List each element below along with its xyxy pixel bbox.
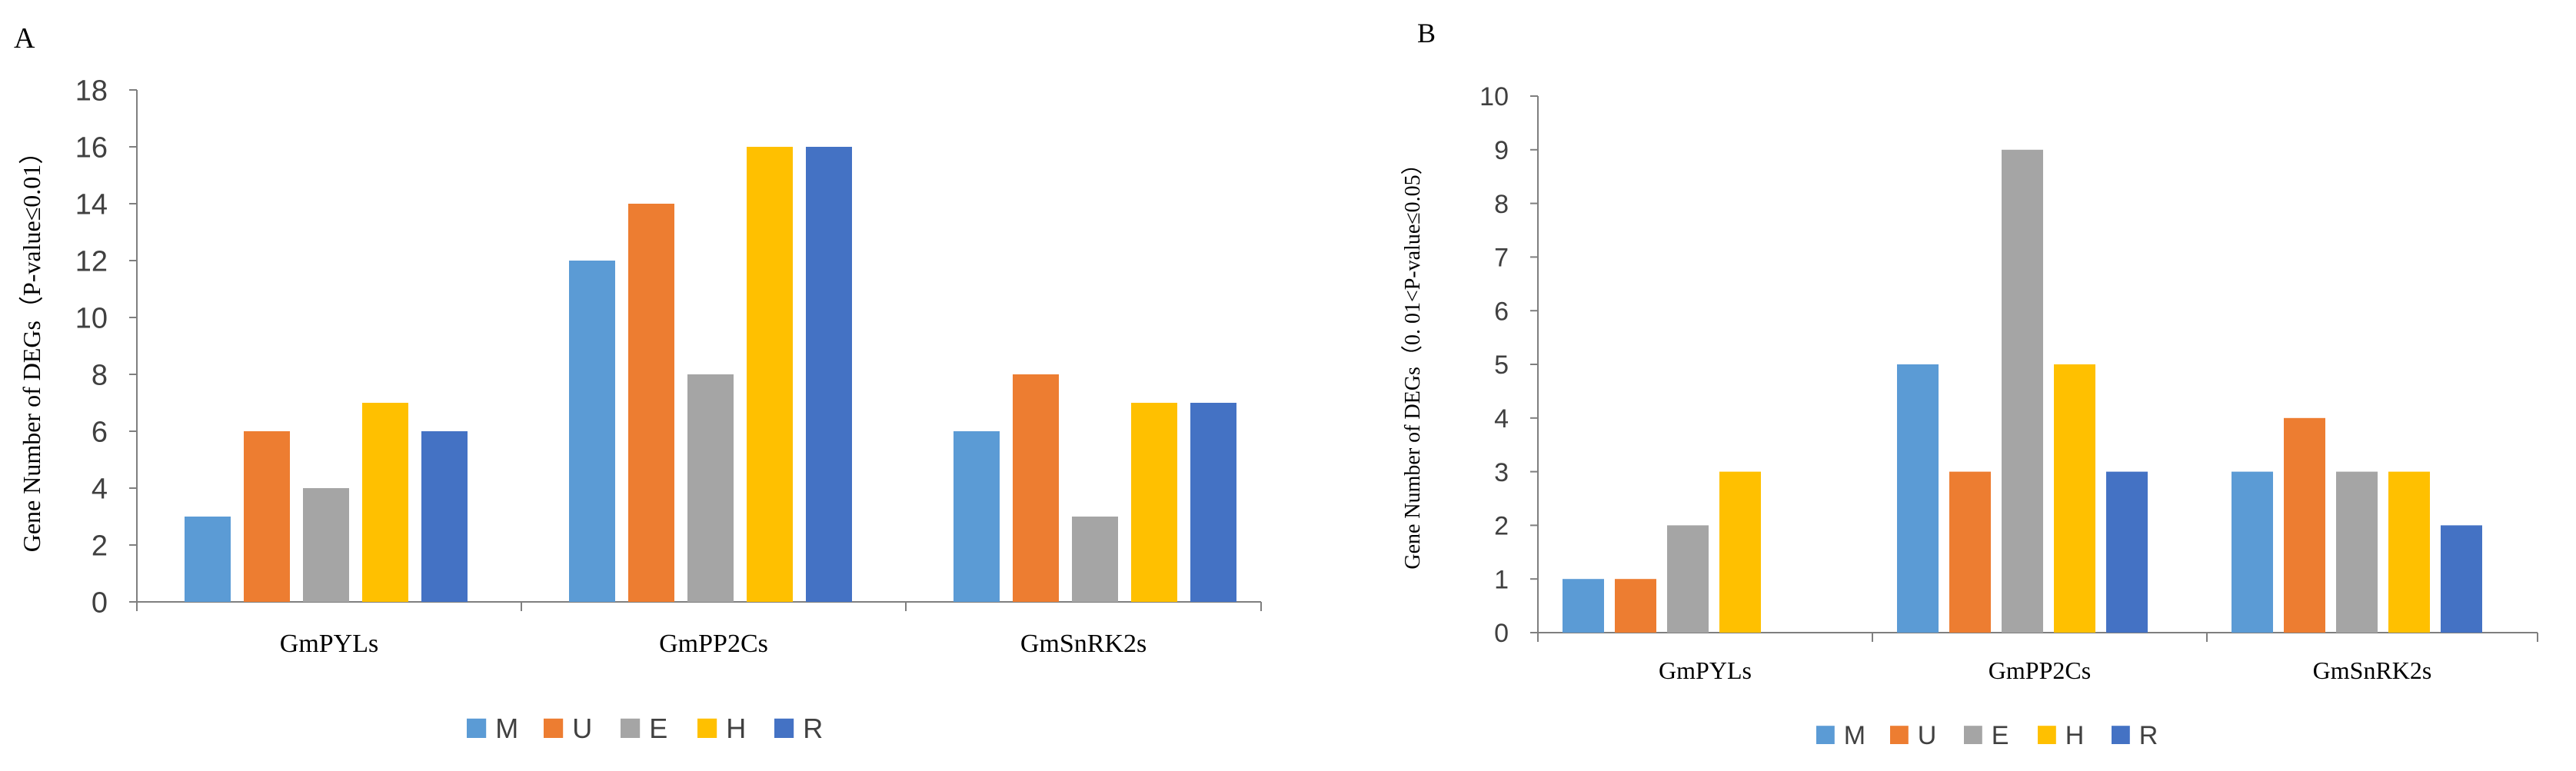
legend-label-R: R (2139, 721, 2158, 750)
legend-label-R: R (803, 713, 823, 744)
y-tick-label: 8 (92, 360, 108, 392)
legend-swatch-R (2112, 726, 2130, 744)
y-tick-label: 0 (1494, 619, 1509, 648)
y-tick-label: 5 (1494, 351, 1509, 380)
category-label: GmSnRK2s (1020, 630, 1147, 658)
legend-label-E: E (1992, 721, 2009, 750)
y-tick-label: 9 (1494, 136, 1509, 165)
y-tick-label: 10 (75, 303, 108, 335)
bar-E-GmSnRK2s (2336, 471, 2378, 633)
y-tick-label: 12 (75, 246, 108, 278)
y-tick-label: 2 (1494, 512, 1509, 541)
y-axis-label: Gene Number of DEGs（0. 01<P-value≤0.05） (1400, 153, 1425, 569)
legend-swatch-E (621, 718, 641, 738)
bar-U-GmPYLs (244, 431, 290, 602)
category-label: GmSnRK2s (2313, 656, 2432, 684)
legend-label-E: E (649, 713, 667, 744)
panel-label: B (1417, 18, 1436, 48)
bar-M-GmPP2Cs (1897, 364, 1939, 633)
chart-panel-a: A 0 2 4 6 8 10 12 14 16 18 GmPYLs GmPP2Cs GmSnRK2s Gen… (14, 22, 1262, 744)
bar-M-GmPYLs (185, 517, 231, 602)
bar-U-GmSnRK2s (1013, 374, 1059, 602)
y-tick-label: 6 (1494, 297, 1509, 326)
bar-H-GmPP2Cs (747, 147, 793, 602)
bar-H-GmPYLs (362, 403, 408, 602)
bar-M-GmPP2Cs (569, 261, 615, 602)
bar-M-GmSnRK2s (954, 431, 1000, 602)
bar-E-GmSnRK2s (1072, 517, 1118, 602)
y-tick-label: 3 (1494, 458, 1509, 487)
panel-label: A (14, 22, 35, 55)
legend-swatch-R (774, 718, 794, 738)
y-tick-label: 4 (92, 474, 108, 506)
category-label: GmPP2Cs (659, 630, 768, 658)
legend-label-H: H (2065, 721, 2085, 750)
bar-R-GmPYLs (421, 431, 468, 602)
y-axis-label: Gene Number of DEGs（P-value≤0.01） (18, 140, 45, 553)
legend-swatch-H (697, 718, 717, 738)
y-tick-label: 6 (92, 417, 108, 449)
legend-swatch-U (544, 718, 564, 738)
bar-R-GmSnRK2s (2441, 525, 2482, 633)
bar-E-GmPYLs (1667, 525, 1709, 633)
legend-swatch-U (1890, 726, 1909, 744)
legend-label-H: H (726, 713, 746, 744)
y-tick-label: 0 (92, 587, 108, 620)
bar-E-GmPP2Cs (687, 374, 734, 602)
bar-H-GmSnRK2s (1131, 403, 1177, 602)
bar-M-GmSnRK2s (2232, 471, 2273, 633)
bar-R-GmPP2Cs (806, 147, 852, 602)
bar-U-GmPYLs (1615, 579, 1656, 633)
bar-U-GmPP2Cs (1949, 471, 1991, 633)
category-label: GmPYLs (280, 630, 378, 658)
legend-label-M: M (495, 713, 518, 744)
bar-H-GmSnRK2s (2388, 471, 2430, 633)
legend-label-U: U (1918, 721, 1937, 750)
legend-swatch-M (467, 718, 487, 738)
bar-E-GmPP2Cs (2002, 149, 2043, 633)
bar-R-GmSnRK2s (1190, 403, 1236, 602)
bar-H-GmPYLs (1719, 471, 1761, 633)
y-tick-label: 4 (1494, 404, 1509, 434)
y-tick-label: 1 (1494, 565, 1509, 594)
category-label: GmPP2Cs (1989, 656, 2091, 684)
bar-U-GmPP2Cs (628, 204, 674, 602)
y-tick-label: 16 (75, 132, 108, 165)
bar-E-GmPYLs (303, 488, 349, 602)
y-tick-label: 14 (75, 189, 108, 221)
y-tick-label: 18 (75, 75, 108, 108)
y-tick-label: 2 (92, 530, 108, 563)
legend-label-U: U (572, 713, 592, 744)
bar-U-GmSnRK2s (2284, 417, 2325, 633)
y-tick-label: 8 (1494, 190, 1509, 219)
legend-swatch-H (2038, 726, 2056, 744)
bar-R-GmPP2Cs (2106, 471, 2148, 633)
chart-panel-b: B 0 1 2 3 4 5 6 7 8 9 10 GmPYLs GmPP2Cs GmSnRK2s Gene N… (1400, 18, 2538, 750)
y-tick-label: 7 (1494, 244, 1509, 273)
legend-label-M: M (1844, 721, 1865, 750)
bar-M-GmPYLs (1563, 579, 1604, 633)
bar-H-GmPP2Cs (2054, 364, 2095, 633)
category-label: GmPYLs (1659, 656, 1752, 684)
legend-swatch-M (1816, 726, 1835, 744)
legend-swatch-E (1964, 726, 1982, 744)
y-tick-label: 10 (1479, 82, 1509, 111)
